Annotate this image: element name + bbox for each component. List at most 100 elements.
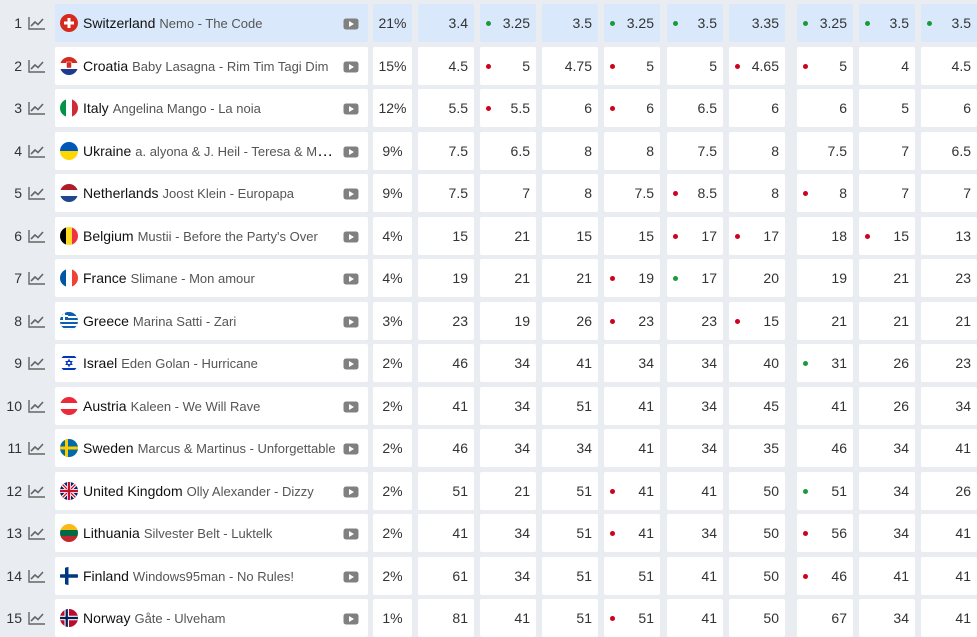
odds-cell[interactable]: 13 [921, 216, 977, 255]
odds-cell[interactable]: 51 [542, 599, 598, 637]
odds-cell[interactable]: 41 [859, 556, 915, 595]
odds-cell[interactable]: 41 [921, 429, 977, 467]
country-cell[interactable]: Ukraine a. alyona & J. Heil - Teresa & Ma… [55, 131, 368, 170]
trend-chart-icon[interactable] [28, 229, 46, 243]
country-cell[interactable]: Sweden Marcus & Martinus - Unforgettable [55, 429, 368, 467]
odds-cell[interactable]: 8 [729, 174, 785, 212]
odds-cell[interactable]: 20 [729, 259, 785, 297]
play-video-icon[interactable] [343, 145, 359, 157]
odds-cell[interactable]: 6 [604, 89, 660, 127]
odds-cell[interactable]: 23 [418, 301, 474, 340]
odds-cell[interactable]: 8 [797, 174, 853, 212]
odds-cell[interactable]: 34 [604, 344, 660, 382]
odds-cell[interactable]: 4.5 [418, 46, 474, 85]
odds-cell[interactable]: 50 [729, 514, 785, 552]
play-video-icon[interactable] [343, 527, 359, 540]
play-video-icon[interactable] [343, 400, 359, 412]
odds-cell[interactable]: 3.5 [859, 4, 915, 42]
trend-chart-icon[interactable] [28, 484, 46, 498]
odds-cell[interactable]: 23 [604, 301, 660, 340]
odds-cell[interactable]: 21 [480, 216, 536, 255]
trend-chart-icon[interactable] [28, 399, 46, 413]
table-row[interactable]: 12 United Kingdom Olly Alexander - Dizzy … [0, 471, 977, 510]
odds-cell[interactable]: 34 [859, 599, 915, 637]
odds-cell[interactable]: 26 [921, 471, 977, 510]
odds-cell[interactable]: 15 [418, 216, 474, 255]
odds-cell[interactable]: 6.5 [667, 89, 723, 127]
odds-cell[interactable]: 7.5 [604, 174, 660, 212]
table-row[interactable]: 4 Ukraine a. alyona & J. Heil - Teresa & … [0, 131, 977, 170]
trend-chart-icon[interactable] [28, 441, 46, 455]
country-cell[interactable]: Belgium Mustii - Before the Party's Over [55, 216, 368, 255]
odds-cell[interactable]: 3.25 [797, 4, 853, 42]
odds-cell[interactable]: 3.5 [667, 4, 723, 42]
odds-cell[interactable]: 6 [542, 89, 598, 127]
odds-cell[interactable]: 51 [797, 471, 853, 510]
odds-cell[interactable]: 41 [921, 556, 977, 595]
odds-cell[interactable]: 45 [729, 386, 785, 425]
odds-cell[interactable]: 34 [480, 429, 536, 467]
odds-cell[interactable]: 26 [859, 386, 915, 425]
odds-cell[interactable]: 7.5 [418, 174, 474, 212]
odds-cell[interactable]: 4.5 [921, 46, 977, 85]
country-cell[interactable]: Netherlands Joost Klein - Europapa [55, 174, 368, 212]
odds-cell[interactable]: 3.4 [418, 4, 474, 42]
odds-cell[interactable]: 3.35 [729, 4, 785, 42]
odds-cell[interactable]: 17 [667, 216, 723, 255]
odds-cell[interactable]: 7.5 [797, 131, 853, 170]
odds-cell[interactable]: 6.5 [921, 131, 977, 170]
table-row[interactable]: 6 Belgium Mustii - Before the Party's Ove… [0, 216, 977, 255]
odds-cell[interactable]: 7.5 [418, 131, 474, 170]
odds-cell[interactable]: 61 [418, 556, 474, 595]
odds-cell[interactable]: 56 [797, 514, 853, 552]
country-cell[interactable]: Greece Marina Satti - Zari [55, 301, 368, 340]
odds-cell[interactable]: 6 [797, 89, 853, 127]
odds-cell[interactable]: 34 [859, 429, 915, 467]
odds-cell[interactable]: 5.5 [480, 89, 536, 127]
odds-cell[interactable]: 40 [729, 344, 785, 382]
table-row[interactable]: 13 Lithuania Silvester Belt - Luktelk 2% 4… [0, 514, 977, 552]
odds-cell[interactable]: 34 [480, 386, 536, 425]
odds-cell[interactable]: 3.5 [542, 4, 598, 42]
country-cell[interactable]: Lithuania Silvester Belt - Luktelk [55, 514, 368, 552]
odds-cell[interactable]: 51 [542, 556, 598, 595]
table-row[interactable]: 9 Israel Eden Golan - Hurricane 2% 46 34 41 3… [0, 344, 977, 382]
odds-cell[interactable]: 3.25 [604, 4, 660, 42]
odds-cell[interactable]: 18 [797, 216, 853, 255]
odds-cell[interactable]: 50 [729, 599, 785, 637]
table-row[interactable]: 15 Norway Gåte - Ulveham 1% 81 41 51 51 41 50 67… [0, 599, 977, 637]
odds-cell[interactable]: 21 [542, 259, 598, 297]
odds-cell[interactable]: 41 [667, 599, 723, 637]
odds-cell[interactable]: 4 [859, 46, 915, 85]
odds-cell[interactable]: 41 [667, 556, 723, 595]
odds-cell[interactable]: 41 [797, 386, 853, 425]
odds-cell[interactable]: 19 [480, 301, 536, 340]
odds-cell[interactable]: 34 [542, 429, 598, 467]
play-video-icon[interactable] [343, 485, 359, 497]
country-cell[interactable]: Austria Kaleen - We Will Rave [55, 386, 368, 425]
country-cell[interactable]: Israel Eden Golan - Hurricane [55, 344, 368, 382]
odds-cell[interactable]: 4.75 [542, 46, 598, 85]
trend-chart-icon[interactable] [28, 144, 46, 158]
trend-chart-icon[interactable] [28, 569, 46, 583]
odds-cell[interactable]: 41 [921, 514, 977, 552]
odds-cell[interactable]: 34 [667, 514, 723, 552]
country-cell[interactable]: France Slimane - Mon amour [55, 259, 368, 297]
odds-cell[interactable]: 50 [729, 556, 785, 595]
play-video-icon[interactable] [343, 102, 359, 115]
odds-cell[interactable]: 34 [921, 386, 977, 425]
odds-cell[interactable]: 34 [480, 344, 536, 382]
play-video-icon[interactable] [343, 17, 359, 30]
odds-cell[interactable]: 3.25 [480, 4, 536, 42]
play-video-icon[interactable] [343, 612, 359, 625]
odds-cell[interactable]: 15 [604, 216, 660, 255]
play-video-icon[interactable] [343, 60, 359, 72]
play-video-icon[interactable] [343, 272, 359, 285]
odds-cell[interactable]: 34 [667, 344, 723, 382]
odds-cell[interactable]: 8 [604, 131, 660, 170]
odds-cell[interactable]: 6 [729, 89, 785, 127]
odds-cell[interactable]: 17 [729, 216, 785, 255]
odds-cell[interactable]: 4.65 [729, 46, 785, 85]
odds-cell[interactable]: 6 [921, 89, 977, 127]
odds-cell[interactable]: 46 [797, 429, 853, 467]
